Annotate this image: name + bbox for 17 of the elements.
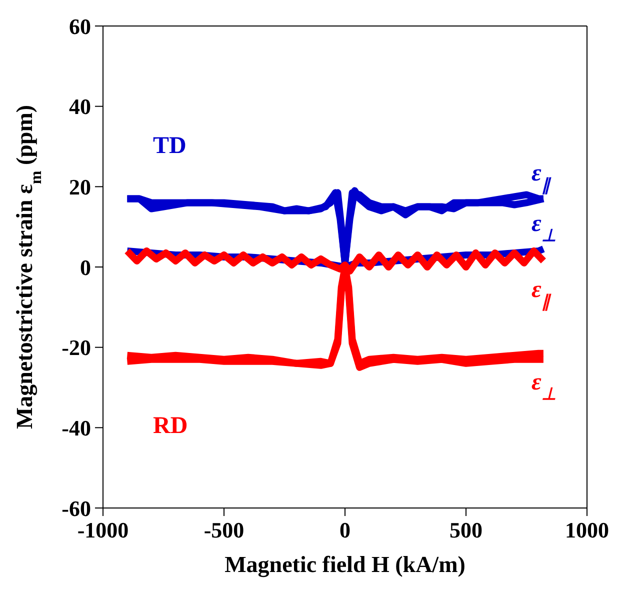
y-tick-label: 0 xyxy=(80,254,91,280)
x-tick-label: -500 xyxy=(204,518,244,543)
y-tick-label: 20 xyxy=(69,174,91,200)
annotation: TD xyxy=(153,133,186,160)
annotation: RD xyxy=(153,413,188,440)
x-tick-label: 0 xyxy=(340,518,350,543)
y-tick-label: -20 xyxy=(62,335,91,360)
x-tick-label: 500 xyxy=(450,518,482,543)
y-tick-label: 40 xyxy=(69,94,91,120)
series-label: ε$_{∥}$ xyxy=(531,160,552,194)
y-tick-label: -40 xyxy=(62,415,91,440)
x-axis-title: Magnetic field H (kA/m) xyxy=(224,552,466,578)
series-label: ε$_{⊥}$ xyxy=(531,369,556,403)
series-label: ε$_{⊥}$ xyxy=(531,210,556,244)
y-tick-label: 60 xyxy=(69,14,91,39)
series-label: ε$_{∥}$ xyxy=(531,276,552,310)
x-tick-label: 1000 xyxy=(565,518,609,543)
